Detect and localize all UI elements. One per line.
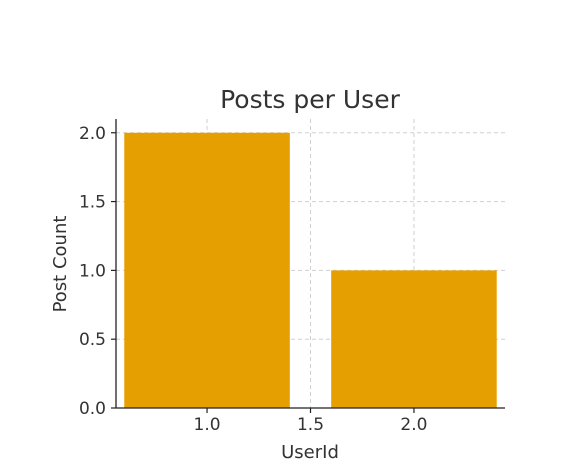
x-tick-label: 1.5 <box>297 415 324 435</box>
y-tick-label: 0.5 <box>79 330 106 350</box>
bar <box>331 270 497 408</box>
y-tick-label: 2.0 <box>79 124 106 144</box>
chart-title: Posts per User <box>220 85 400 114</box>
bar <box>124 132 290 408</box>
ticks: 0.0 0.5 1.0 1.5 2.0 1.0 1.5 2.0 <box>79 124 428 435</box>
y-tick-label: 0.0 <box>79 399 106 419</box>
y-axis-label: Post Count <box>50 216 71 313</box>
bars <box>124 132 497 408</box>
x-tick-label: 2.0 <box>400 415 427 435</box>
y-tick-label: 1.5 <box>79 193 106 213</box>
x-axis-label: UserId <box>281 442 339 463</box>
y-tick-label: 1.0 <box>79 261 106 281</box>
x-tick-label: 1.0 <box>194 415 221 435</box>
